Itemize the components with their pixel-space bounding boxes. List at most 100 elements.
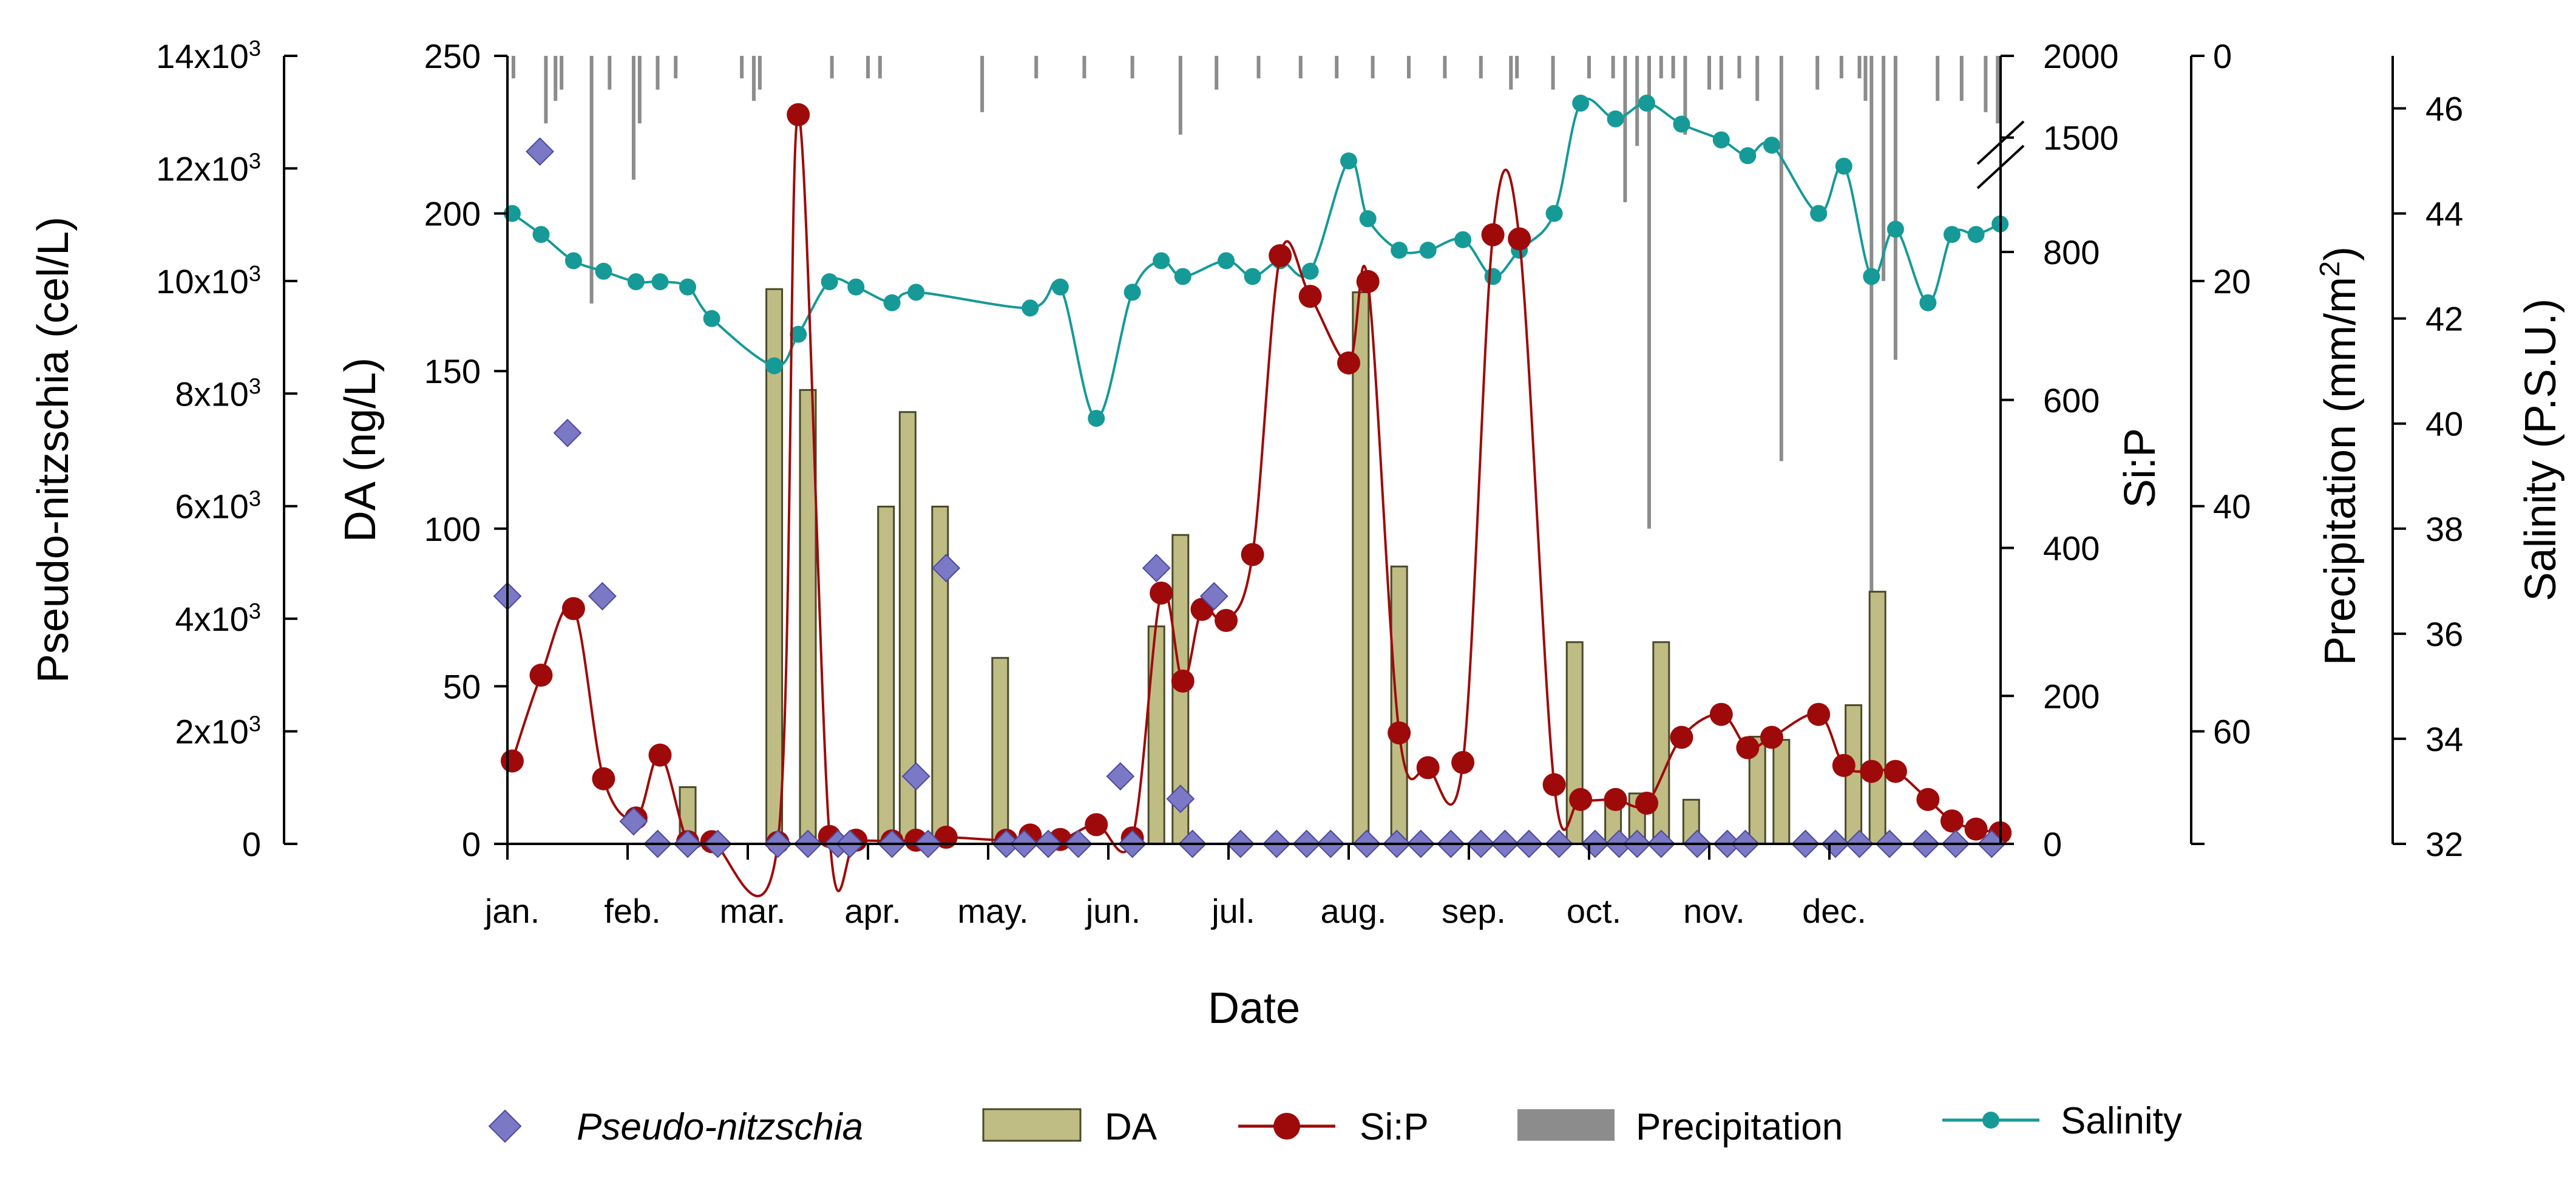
date-tick-label: oct. (1567, 892, 1621, 930)
precipitation-bar (560, 56, 564, 90)
salinity-point (1673, 115, 1690, 133)
da-bar (1565, 641, 1584, 845)
precipitation-bar (1082, 56, 1086, 79)
salinity-tick-label: 40 (2425, 405, 2463, 443)
salinity-tick-label: 42 (2425, 300, 2463, 338)
date-tick-label: feb. (604, 892, 660, 930)
precipitation-bar (1256, 56, 1261, 79)
si-p-point (1569, 787, 1593, 811)
date-tick-label: aug. (1321, 892, 1387, 930)
si-p-point (1337, 351, 1360, 375)
si-p-point (1940, 809, 1964, 833)
precipitation-bar (1215, 56, 1219, 90)
sip-tick-label: 800 (2043, 233, 2100, 271)
salinity-point (1153, 252, 1170, 270)
precipitation-bar (740, 56, 744, 79)
date-tick-label: jul. (1210, 892, 1255, 930)
precipitation-bar (1882, 56, 1886, 281)
precipitation-bar (1623, 56, 1627, 203)
precipitation-bar (1611, 56, 1615, 79)
da-tick-label: 100 (424, 510, 481, 548)
si-p-point (561, 597, 585, 620)
salinity-point (1218, 252, 1235, 270)
salinity-point (1124, 284, 1141, 301)
date-tick-label: sep. (1442, 892, 1506, 930)
precipitation-bar (1863, 56, 1868, 101)
legend-si-p-label: Si:P (1360, 1106, 1429, 1148)
sip-axis-break (1976, 120, 2025, 165)
da-bar (877, 505, 895, 845)
salinity-point (1919, 294, 1937, 311)
salinity-point (1572, 94, 1590, 112)
pseudo-nitzschia-point (1166, 784, 1195, 814)
precipitation-bar (674, 56, 678, 79)
si-p-point (1085, 813, 1108, 837)
salinity-point (595, 262, 612, 280)
si-p-point (1481, 223, 1505, 246)
precipitation-bar (1815, 56, 1820, 90)
pn-tick-label: 4x103 (175, 599, 261, 639)
si-p-point (1171, 669, 1195, 693)
precipitation-bar (1869, 56, 1874, 619)
precipitation-bar (1407, 56, 1411, 79)
si-p-point (1670, 725, 1693, 749)
si-p-point (1736, 736, 1760, 759)
si-p-point (1807, 702, 1831, 726)
salinity-point (532, 226, 550, 243)
pn-tick-label: 14x103 (156, 36, 261, 76)
salinity-point (1886, 220, 1904, 238)
pn-tick-label: 6x103 (175, 486, 261, 526)
salinity-point (1391, 242, 1408, 259)
salinity-point (1967, 226, 1985, 243)
precipitation-bar (1647, 56, 1651, 529)
pseudo-nitzschia-point (932, 554, 961, 583)
sip-tick-label: 200 (2043, 677, 2100, 715)
precipitation-bar (1707, 56, 1711, 90)
si-p-point (1709, 702, 1733, 726)
precipitation-bar (589, 56, 594, 304)
si-p-point (1451, 750, 1475, 774)
sip-axis-break (1976, 144, 2025, 189)
legend: Pseudo-nitzschia DA Si:P Precipitation Salin… (488, 1100, 2182, 1148)
precipitation-bar (1443, 56, 1447, 79)
precipitation-bar (830, 56, 834, 79)
sip-tick-label: 400 (2043, 529, 2100, 568)
precipitation-bar (656, 56, 660, 90)
salinity-axis-title: Salinity (P.S.U.) (2517, 299, 2565, 602)
precipitation-bar (1479, 56, 1483, 79)
si-p-point (648, 743, 672, 767)
da-tick-label: 200 (424, 195, 481, 233)
date-tick-label: jan. (484, 892, 540, 930)
salinity-point (627, 273, 645, 291)
da-bar (765, 288, 784, 845)
plot-area (493, 56, 2012, 897)
precipitation-bar (1587, 56, 1591, 79)
precipitation-bar (1857, 56, 1862, 79)
sip-tick-label: 1500 (2043, 119, 2119, 157)
precipitation-bar (1551, 56, 1555, 90)
da-bar (991, 657, 1009, 845)
precipitation-bar (980, 56, 985, 112)
precipitation-bar (1371, 56, 1375, 79)
pseudo-nitzschia-point (588, 582, 617, 611)
da-tick-label: 150 (424, 352, 481, 390)
salinity-point (1244, 268, 1261, 285)
si-p-point (1388, 721, 1411, 745)
da-tick-label: 50 (443, 667, 481, 705)
salinity-point (1712, 131, 1730, 149)
precipitation-bar (631, 56, 636, 180)
salinity-point (1088, 410, 1105, 427)
precipitation-bar (1755, 56, 1760, 101)
salinity-point (1943, 226, 1961, 243)
salinity-point (1763, 137, 1780, 154)
precipitation-bar (1719, 56, 1723, 90)
si-p-point (1860, 759, 1883, 783)
salinity-point (821, 273, 838, 291)
precipitation-bar (544, 56, 548, 124)
salinity-tick-label: 44 (2425, 195, 2463, 233)
salinity-point (679, 278, 696, 296)
precipitation-bar (511, 56, 515, 79)
salinity-point (790, 325, 807, 343)
salinity-point (1340, 152, 1357, 170)
